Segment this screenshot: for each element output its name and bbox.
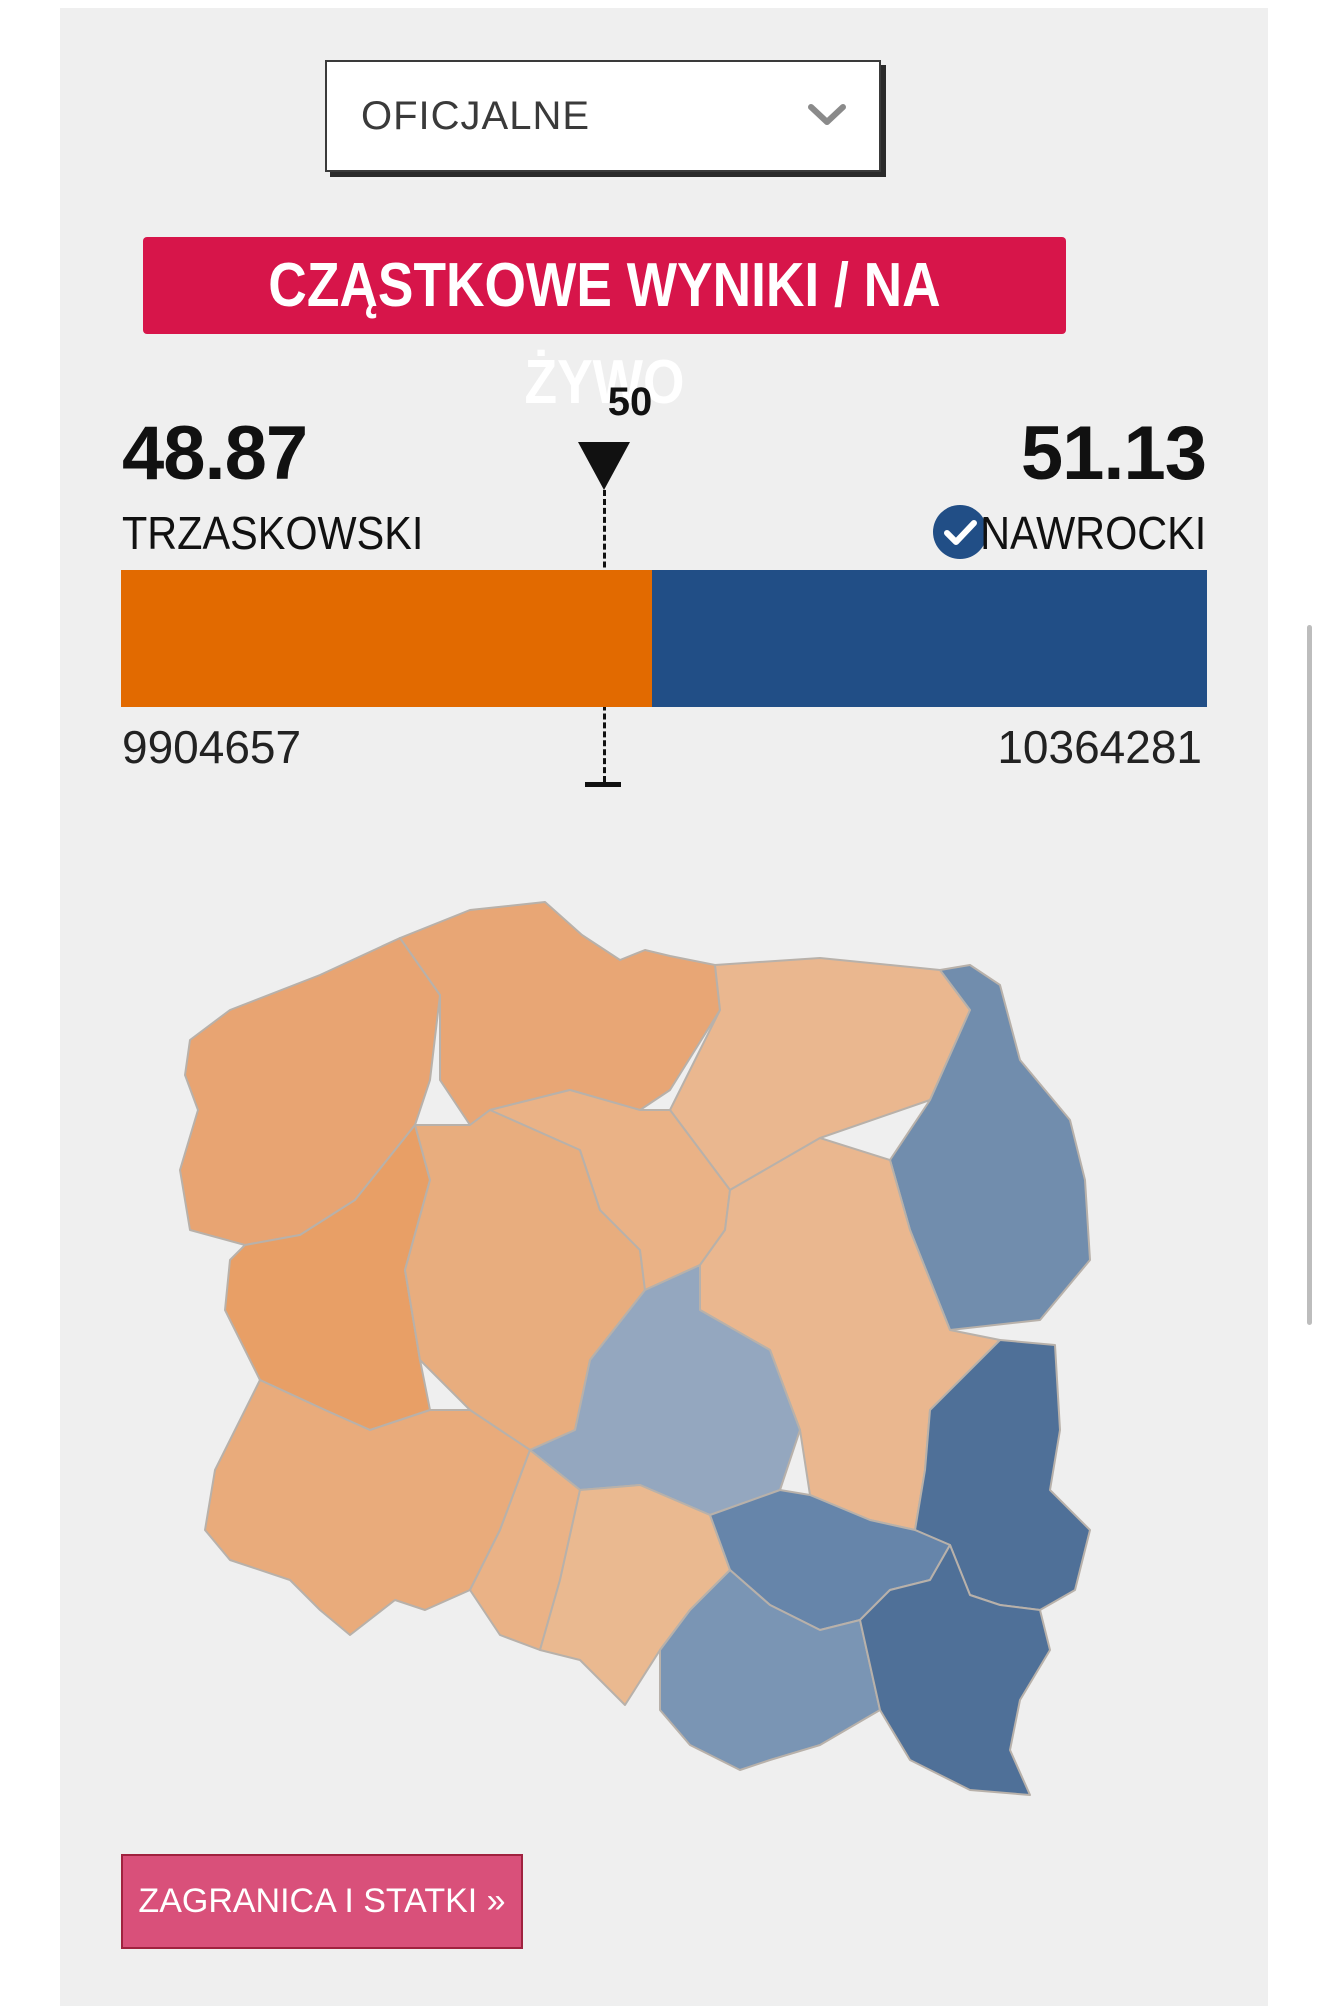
left-candidate-percent: 48.87 (122, 411, 308, 496)
region-dolnoslaskie[interactable] (204, 1379, 531, 1636)
right-candidate-name: NAWROCKI (979, 507, 1206, 559)
results-type-dropdown[interactable]: OFICJALNE (325, 60, 881, 172)
left-candidate-name: TRZASKOWSKI (122, 507, 424, 559)
region-warminsko-mazurskie[interactable] (669, 957, 971, 1191)
chevron-down-icon (808, 104, 846, 125)
check-circle-icon (933, 505, 987, 559)
right-candidate-votes: 10364281 (997, 721, 1202, 773)
left-candidate-votes: 9904657 (122, 721, 302, 773)
results-bar (121, 570, 1207, 707)
threshold-label: 50 (607, 380, 653, 424)
right-candidate-percent: 51.13 (1020, 411, 1207, 496)
threshold-marker-icon (578, 442, 630, 490)
poland-voivodeships-map (179, 901, 1091, 1796)
abroad-and-ships-button[interactable]: ZAGRANICA I STATKI » (121, 1854, 523, 1949)
live-results-banner: CZĄSTKOWE WYNIKI / NA ŻYWO (143, 237, 1066, 417)
abroad-button-label: ZAGRANICA I STATKI » (138, 1882, 506, 1920)
left-candidate-bar (121, 570, 652, 707)
region-podkarpackie[interactable] (859, 1544, 1051, 1796)
threshold-line-end (585, 782, 621, 787)
region-malopolskie[interactable] (659, 1569, 881, 1771)
region-lubuskie[interactable] (224, 1124, 431, 1431)
banner-title: CZĄSTKOWE WYNIKI / NA ŻYWO (268, 251, 941, 417)
region-podlaskie[interactable] (889, 964, 1091, 1331)
scrollbar[interactable] (1307, 625, 1312, 1325)
dropdown-selected-value: OFICJALNE (361, 94, 591, 138)
